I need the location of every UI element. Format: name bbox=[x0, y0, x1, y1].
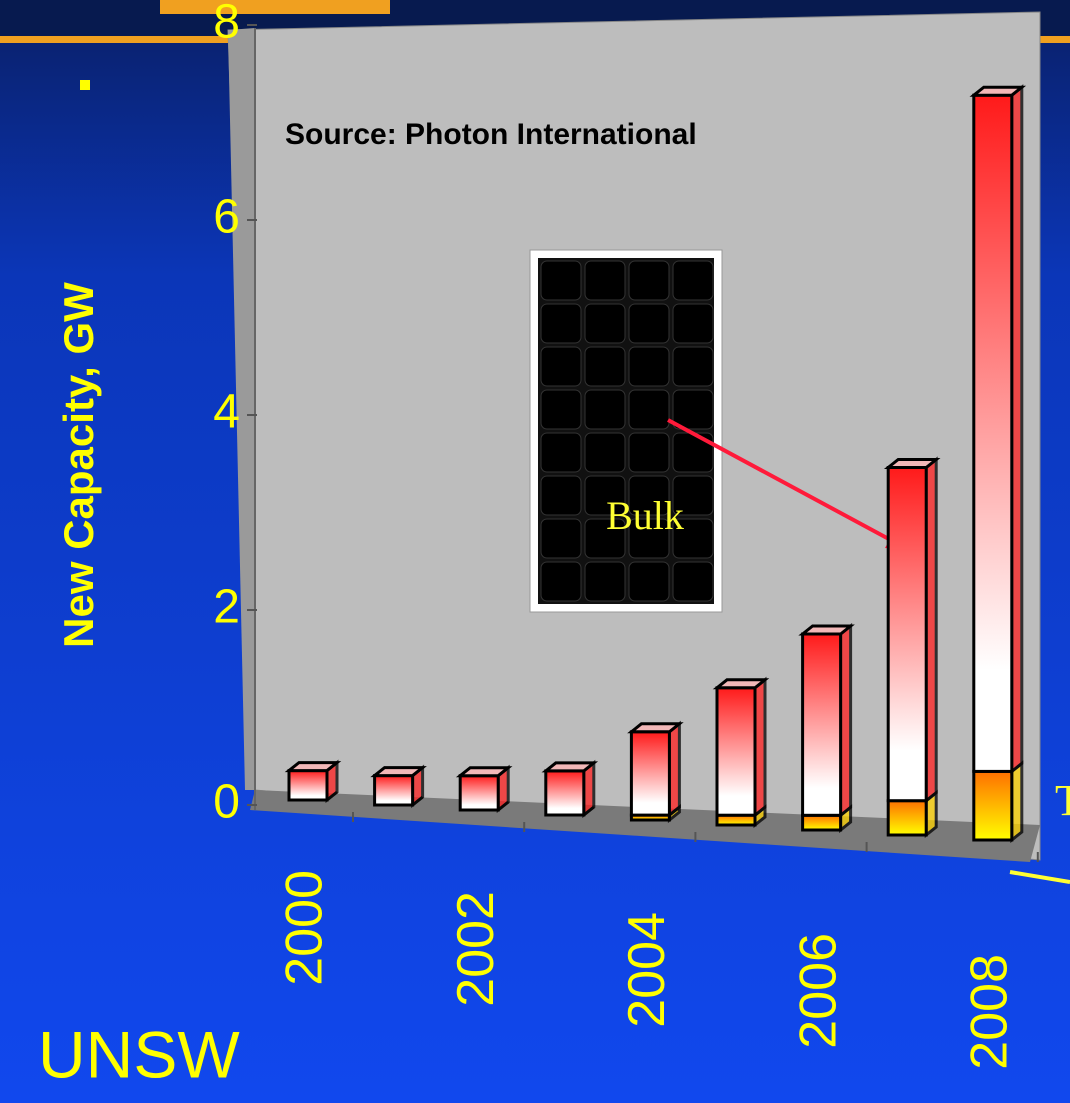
y-tick-label: 8 bbox=[213, 0, 240, 49]
panel-cell bbox=[673, 304, 713, 343]
panel-cell bbox=[585, 433, 625, 472]
y-axis-title: New Capacity, GW bbox=[55, 282, 102, 648]
source-note: Source: Photon International bbox=[285, 118, 697, 151]
chart: Source: Photon International New Capacit… bbox=[0, 0, 1070, 1103]
panel-cell bbox=[629, 347, 669, 386]
solar-panel bbox=[530, 250, 722, 612]
panel-cell bbox=[629, 261, 669, 300]
panel-cell bbox=[629, 562, 669, 601]
x-tick-label: 2000 bbox=[276, 870, 334, 986]
bar-segment bbox=[803, 634, 841, 815]
x-tick-label: 2004 bbox=[618, 912, 676, 1028]
panel-cell bbox=[629, 433, 669, 472]
bar-top bbox=[631, 724, 679, 732]
panel-cell bbox=[541, 519, 581, 558]
panel-cell bbox=[541, 261, 581, 300]
bar-top bbox=[546, 763, 594, 771]
bar-segment bbox=[717, 688, 755, 815]
x-tick-label: 2008 bbox=[961, 954, 1019, 1070]
panel-cell bbox=[585, 347, 625, 386]
bar-segment bbox=[460, 776, 498, 810]
logo: UNSW bbox=[38, 1017, 240, 1091]
header-tab bbox=[160, 0, 390, 14]
panel-cell bbox=[585, 390, 625, 429]
bar-top bbox=[803, 626, 851, 634]
bar-segment bbox=[974, 95, 1012, 771]
x-tick-label: 2006 bbox=[789, 933, 847, 1049]
panel-cell bbox=[541, 476, 581, 515]
x-tick-label: 2002 bbox=[447, 891, 505, 1007]
panel-cell bbox=[541, 347, 581, 386]
bar-segment bbox=[974, 771, 1012, 840]
panel-cell bbox=[585, 562, 625, 601]
bar-segment bbox=[546, 771, 584, 815]
bullet bbox=[80, 80, 90, 90]
panel-cell bbox=[585, 304, 625, 343]
panel-cell bbox=[541, 390, 581, 429]
bar-segment bbox=[289, 771, 327, 800]
panel-cell bbox=[541, 433, 581, 472]
bar-top bbox=[460, 768, 508, 776]
bar-top bbox=[974, 87, 1022, 95]
bar-top bbox=[289, 763, 337, 771]
y-tick-label: 0 bbox=[213, 776, 240, 829]
bar-top bbox=[375, 768, 423, 776]
thin-film-label: T bbox=[1055, 776, 1070, 825]
bar-segment bbox=[888, 801, 926, 835]
page: {"chart_data": { "type": "bar", "stacked… bbox=[0, 0, 1070, 1103]
bar-top bbox=[888, 460, 936, 468]
y-tick-label: 2 bbox=[213, 581, 240, 634]
panel-cell bbox=[541, 304, 581, 343]
y-tick-label: 6 bbox=[213, 191, 240, 244]
panel-cell bbox=[673, 261, 713, 300]
bar-top bbox=[717, 680, 765, 688]
panel-cell bbox=[673, 390, 713, 429]
y-tick-label: 4 bbox=[213, 386, 240, 439]
bar-segment bbox=[803, 815, 841, 830]
panel-cell bbox=[629, 390, 669, 429]
bulk-label: Bulk bbox=[606, 493, 684, 538]
panel-cell bbox=[629, 304, 669, 343]
bar-segment bbox=[631, 732, 669, 815]
panel-cell bbox=[541, 562, 581, 601]
panel-cell bbox=[585, 261, 625, 300]
bar-segment bbox=[888, 468, 926, 801]
panel-cell bbox=[673, 347, 713, 386]
bar-segment bbox=[375, 776, 413, 805]
panel-cell bbox=[673, 562, 713, 601]
